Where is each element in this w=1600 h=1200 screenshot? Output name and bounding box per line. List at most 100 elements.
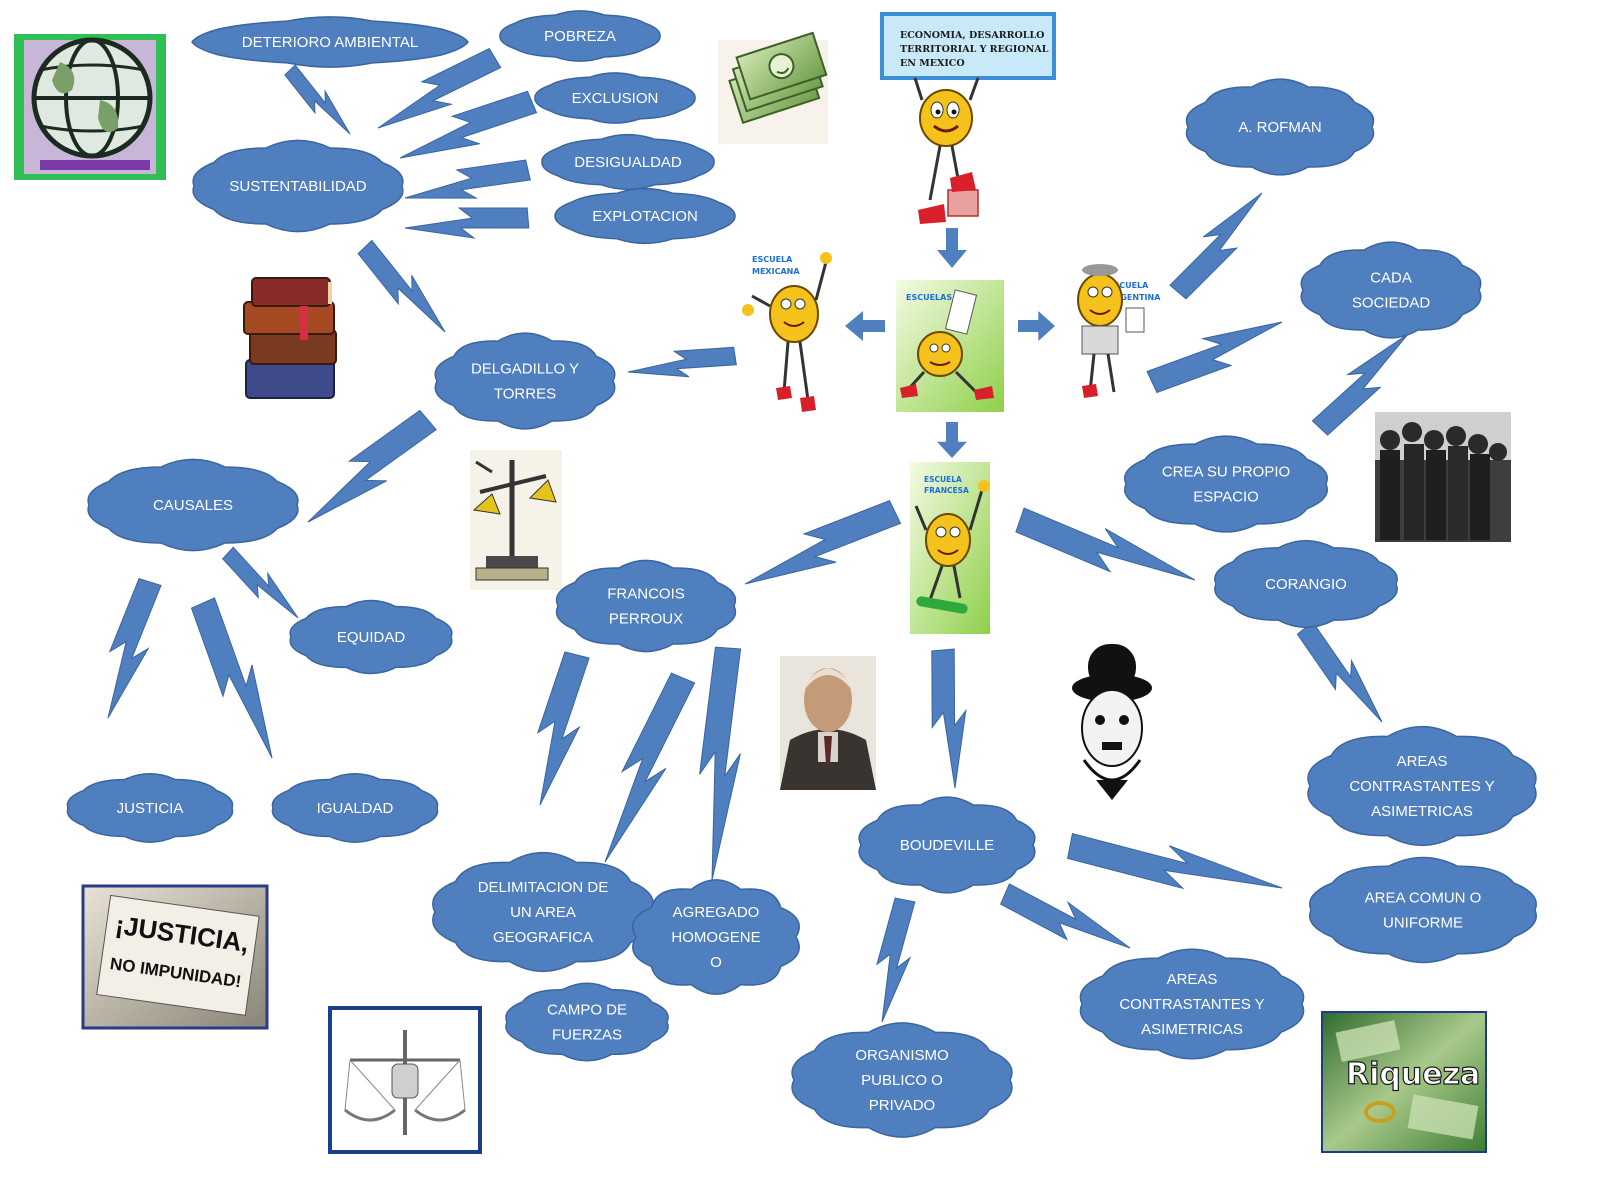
cloud-label: CAUSALES	[153, 497, 233, 514]
cloud-label: POBREZA	[544, 28, 616, 45]
cloud-label: PUBLICO O	[861, 1072, 943, 1089]
title-line-1: ECONOMIA, DESARROLLO	[900, 30, 1044, 41]
crowd-photo	[1375, 412, 1511, 542]
cloud-label: SUSTENTABILIDAD	[229, 178, 366, 195]
mascot-francesa: ESCUELA FRANCESA	[910, 462, 990, 634]
lightning-bolt-connector	[931, 648, 967, 789]
cloud-campo: CAMPO DE FUERZAS	[505, 982, 669, 1062]
scales-icon	[470, 450, 562, 590]
lightning-bolt-connector	[107, 577, 162, 719]
lightning-bolt-connector	[627, 346, 737, 378]
cloud-shape	[1214, 539, 1398, 629]
cloud-shape	[1300, 241, 1482, 339]
cloud-delimitacion: DELIMITACION DE UN AREA GEOGRAFICA	[432, 852, 654, 972]
cloud-shape	[1185, 78, 1375, 176]
lightning-bolt-connector	[307, 409, 437, 523]
cloud-label: FRANCOIS	[607, 586, 685, 603]
portrait-photo	[780, 656, 876, 790]
francesa-label-1: ESCUELA	[924, 475, 962, 484]
cloud-label: DETERIORO AMBIENTAL	[242, 34, 418, 51]
justice-sign-image: ¡JUSTICIA, NO IMPUNIDAD!	[81, 884, 269, 1030]
cloud-label: EXPLOTACION	[592, 208, 698, 225]
cloud-label: ESPACIO	[1193, 489, 1259, 506]
cloud-label: AREAS	[1397, 753, 1448, 770]
block-arrow	[1018, 311, 1055, 341]
lightning-bolt-connector	[377, 47, 502, 129]
lightning-bolt-connector	[1169, 192, 1263, 300]
cloud-pobreza: POBREZA	[499, 10, 661, 62]
lightning-bolt-connector	[999, 883, 1131, 949]
concept-clouds: DETERIORO AMBIENTAL POBREZA EXCLUSION DESIG…	[66, 10, 1537, 1138]
money-icon	[718, 31, 828, 144]
cloud-sustentabilidad: SUSTENTABILIDAD	[192, 139, 404, 233]
block-arrows	[845, 228, 1055, 458]
cloud-areas-contrastantes-right: AREAS CONTRASTANTES Y ASIMETRICAS	[1307, 726, 1537, 846]
globe-icon	[14, 34, 166, 180]
cloud-shape	[87, 458, 299, 552]
cloud-label: A. ROFMAN	[1238, 119, 1321, 136]
cloud-causales: CAUSALES	[87, 458, 299, 552]
cloud-label: BOUDEVILLE	[900, 837, 994, 854]
cloud-label: DESIGUALDAD	[574, 154, 682, 171]
lightning-bolt-connector	[1067, 832, 1283, 890]
title-line-2: TERRITORIAL Y REGIONAL	[900, 44, 1049, 55]
cloud-label: GEOGRAFICA	[493, 929, 593, 946]
cloud-shape	[1124, 435, 1328, 533]
mexicana-label-2: MEXICANA	[752, 267, 800, 276]
cloud-explotacion: EXPLOTACION	[554, 187, 736, 245]
cloud-rofman: A. ROFMAN	[1185, 78, 1375, 176]
mascot-character	[913, 77, 980, 224]
argentina-label-1: ESCUELA	[1108, 281, 1149, 290]
cloud-shape	[554, 187, 736, 245]
mascot-mexicana: ESCUELA MEXICANA	[742, 252, 832, 412]
protest-scales-icon	[328, 1006, 482, 1154]
title-sign: ECONOMIA, DESARROLLO TERRITORIAL Y REGIO…	[880, 12, 1056, 80]
cloud-areas-contrastantes-bottom: AREAS CONTRASTANTES Y ASIMETRICAS	[1079, 948, 1305, 1060]
cloud-desigualdad: DESIGUALDAD	[541, 133, 715, 191]
cloud-label: FUERZAS	[552, 1027, 622, 1044]
cloud-shape	[66, 773, 234, 843]
lightning-bolt-connector	[1311, 333, 1409, 436]
cloud-cada: CADA SOCIEDAD	[1300, 241, 1482, 339]
cloud-shape	[432, 852, 654, 972]
cloud-francois: FRANCOIS PERROUX	[555, 559, 737, 653]
cloud-shape	[632, 879, 800, 995]
cloud-label: UN AREA	[510, 904, 576, 921]
cloud-crea: CREA SU PROPIO ESPACIO	[1124, 435, 1328, 533]
cloud-label: AGREGADO	[673, 904, 760, 921]
cloud-label: UNIFORME	[1383, 915, 1463, 932]
lightning-bolt-connector	[744, 499, 902, 585]
cloud-label: PRIVADO	[869, 1097, 935, 1114]
title-line-3: EN MEXICO	[900, 58, 965, 69]
cloud-label: IGUALDAD	[317, 800, 394, 817]
cloud-shape	[289, 599, 453, 675]
cloud-shape	[505, 982, 669, 1062]
riqueza-label: Riqueza	[1346, 1057, 1480, 1092]
cloud-label: O	[710, 954, 722, 971]
lightning-bolt-connector	[1015, 507, 1196, 581]
cloud-label: ASIMETRICAS	[1141, 1021, 1243, 1038]
escuelas-label: ESCUELAS	[906, 293, 952, 302]
lightning-bolt-connector	[876, 897, 916, 1023]
books-icon	[243, 277, 337, 399]
cloud-label: EXCLUSION	[572, 90, 659, 107]
block-arrow	[937, 228, 967, 268]
lightning-bolt-connector	[1296, 621, 1383, 723]
cloud-shape	[191, 16, 469, 68]
argentina-label-2: ARGENTINA	[1108, 293, 1161, 302]
lightning-bolt-connector	[536, 651, 590, 806]
francesa-label-2: FRANCESA	[924, 486, 969, 495]
cloud-shape	[499, 10, 661, 62]
cloud-shape	[791, 1022, 1013, 1138]
chaplin-icon	[1072, 644, 1152, 800]
cloud-corangio: CORANGIO	[1214, 539, 1398, 629]
cloud-shape	[434, 332, 616, 430]
cloud-delgadillo: DELGADILLO Y TORRES	[434, 332, 616, 430]
cloud-shape	[271, 773, 439, 843]
cloud-label: ORGANISMO	[855, 1047, 948, 1064]
lightning-bolt-connector	[404, 159, 531, 199]
lightning-connectors	[107, 47, 1409, 1023]
cloud-label: CAMPO DE	[547, 1002, 627, 1019]
cloud-label: DELGADILLO Y	[471, 361, 579, 378]
cloud-shape	[1307, 726, 1537, 846]
